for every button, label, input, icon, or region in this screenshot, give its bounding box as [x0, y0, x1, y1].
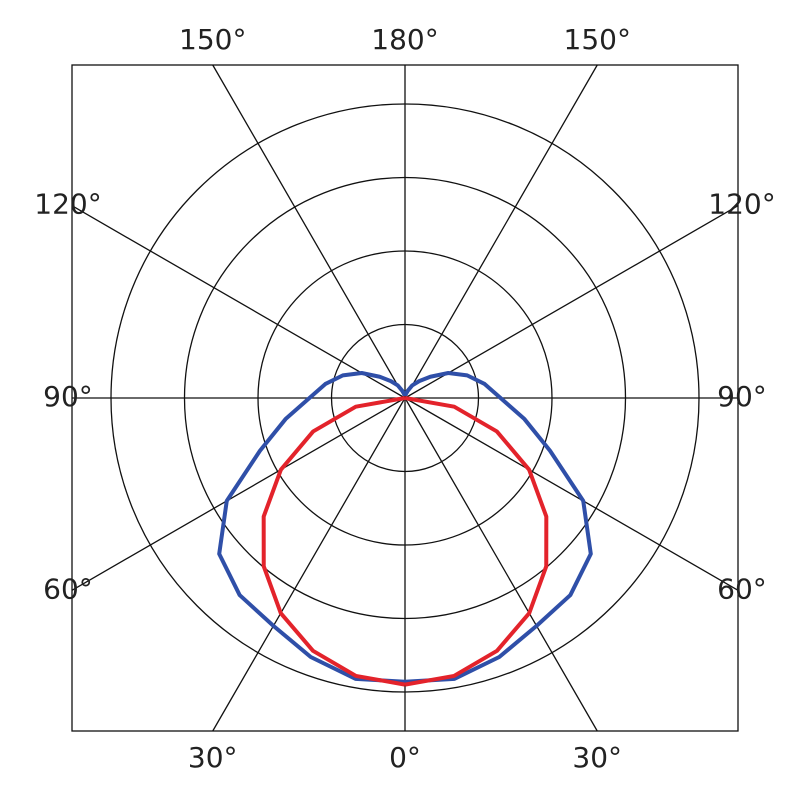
angle-label: 90°	[717, 380, 767, 413]
grid-spoke	[71, 205, 406, 399]
angle-label: 30°	[188, 741, 238, 774]
angle-label: 60°	[43, 572, 93, 605]
series-line	[217, 371, 407, 684]
grid-spoke	[212, 397, 406, 732]
angle-label: 150°	[179, 23, 246, 56]
angle-label: 0°	[389, 741, 421, 774]
grid-spoke	[404, 397, 598, 732]
angle-label: 180°	[371, 23, 438, 56]
angle-label: 90°	[43, 380, 93, 413]
angle-label: 30°	[572, 741, 622, 774]
series-line	[404, 396, 549, 687]
grid-spoke	[404, 205, 739, 399]
angle-label: 60°	[717, 572, 767, 605]
grid-spoke	[212, 64, 406, 399]
angle-label: 150°	[564, 23, 631, 56]
grid-spoke	[404, 64, 598, 399]
series-line	[261, 396, 406, 687]
grid-spoke	[71, 397, 406, 591]
angle-label: 120°	[708, 188, 775, 221]
grid-spoke	[404, 397, 739, 591]
series-line	[403, 371, 593, 684]
angle-label: 120°	[34, 188, 101, 221]
